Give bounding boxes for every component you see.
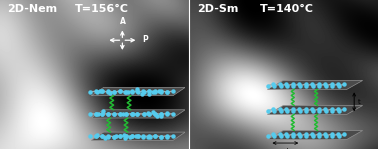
Polygon shape (91, 132, 185, 140)
Polygon shape (267, 80, 363, 89)
Text: t: t (357, 99, 360, 105)
Text: A: A (120, 17, 126, 26)
Text: T=156°C: T=156°C (75, 4, 129, 14)
Text: P: P (142, 35, 148, 44)
Text: 2D-Nem: 2D-Nem (8, 4, 58, 14)
Text: T=140°C: T=140°C (259, 4, 313, 14)
Polygon shape (91, 110, 185, 118)
Polygon shape (267, 131, 363, 139)
Polygon shape (267, 105, 363, 114)
Text: 2D-Sm: 2D-Sm (197, 4, 239, 14)
Text: d: d (283, 148, 288, 149)
Polygon shape (91, 87, 185, 96)
